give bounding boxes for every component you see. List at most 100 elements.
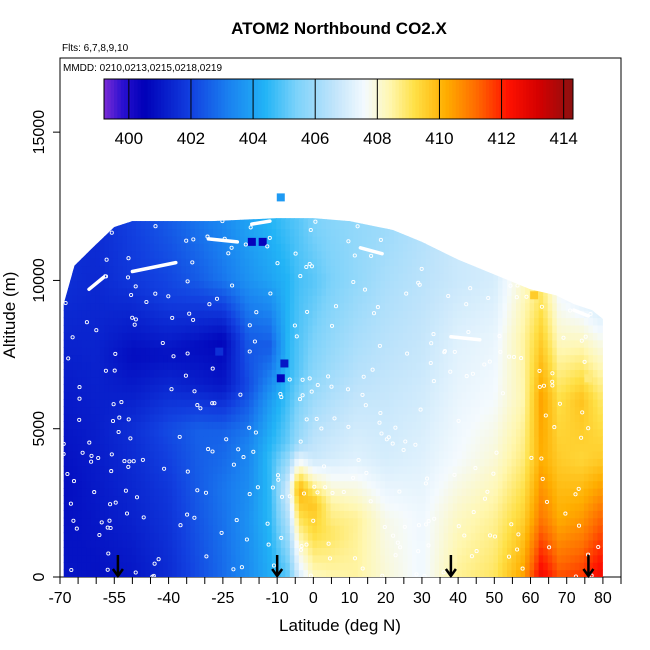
curtain-cell [240, 218, 246, 222]
curtain-cell [158, 287, 164, 296]
curtain-cell [253, 569, 259, 578]
curtain-cell [267, 310, 273, 319]
curtain-cell [362, 569, 368, 578]
curtain-cell [289, 243, 295, 252]
curtain-cell [149, 406, 155, 415]
curtain-cell [452, 310, 458, 319]
curtain-cell [326, 465, 332, 474]
curtain-cell [411, 317, 418, 326]
curtain-cell [534, 450, 540, 459]
curtain-cell [321, 228, 327, 237]
curtain-cell [439, 399, 445, 408]
curtain-cell [525, 554, 531, 563]
curtain-cell [126, 510, 133, 519]
curtain-cell [416, 332, 422, 341]
curtain-cell [285, 458, 291, 467]
curtain-cell [461, 495, 467, 504]
curtain-cell [534, 443, 540, 452]
curtain-cell [461, 258, 467, 267]
curtain-cell [167, 569, 173, 578]
curtain-cell [330, 295, 336, 304]
curtain-cell [126, 495, 133, 504]
curtain-cell [321, 517, 327, 526]
curtain-cell [95, 273, 101, 282]
curtain-cell [203, 517, 209, 526]
curtain-cell [434, 310, 440, 319]
curtain-cell [312, 347, 318, 356]
curtain-cell [502, 354, 508, 363]
curtain-cell [321, 287, 327, 296]
curtain-cell [520, 391, 526, 400]
curtain-cell [411, 310, 418, 319]
curtain-cell [176, 265, 182, 274]
curtain-cell [203, 347, 209, 356]
curtain-cell [163, 250, 169, 259]
curtain-cell [122, 480, 128, 489]
curtain-cell [221, 302, 228, 311]
curtain-cell [240, 465, 246, 474]
curtain-cell [488, 369, 495, 378]
curtain-cell [244, 465, 250, 474]
curtain-cell [362, 443, 368, 452]
curtain-cell [231, 517, 237, 526]
curtain-cell [208, 369, 214, 378]
curtain-cell [488, 384, 495, 393]
curtain-cell [226, 324, 232, 333]
curtain-cell [479, 421, 485, 430]
curtain-cell [258, 406, 264, 415]
curtain-cell [443, 317, 449, 326]
curtain-cell [235, 273, 241, 282]
curtain-cell [529, 495, 535, 504]
curtain-cell [307, 384, 314, 393]
curtain-cell [212, 324, 219, 333]
curtain-cell [136, 369, 142, 378]
curtain-cell [104, 250, 110, 259]
curtain-cell [271, 443, 277, 452]
curtain-cell [366, 347, 372, 356]
curtain-cell [411, 295, 418, 304]
curtain-cell [226, 517, 232, 526]
curtain-cell [262, 458, 268, 467]
curtain-cell [181, 413, 187, 422]
curtain-cell [86, 295, 92, 304]
curtain-cell [253, 273, 259, 282]
curtain-cell [421, 510, 427, 519]
curtain-cell [357, 228, 363, 237]
curtain-cell [479, 376, 485, 385]
curtain-cell [307, 221, 314, 230]
curtain-cell [145, 488, 151, 497]
curtain-cell [68, 473, 74, 482]
curtain-cell [430, 258, 436, 267]
curtain-cell [221, 273, 228, 282]
curtain-cell [493, 391, 499, 400]
curtain-cell [276, 488, 282, 497]
curtain-cell [497, 324, 504, 333]
curtain-cell [208, 517, 214, 526]
curtain-cell [72, 287, 78, 296]
curtain-cell [172, 265, 178, 274]
curtain-cell [235, 399, 241, 408]
curtain-cell [330, 384, 336, 393]
curtain-cell [461, 376, 467, 385]
curtain-cell [181, 280, 187, 289]
curtain-cell [303, 354, 309, 363]
curtain-cell [240, 361, 246, 370]
curtain-cell [430, 413, 436, 422]
curtain-cell [470, 287, 476, 296]
curtain-cell [149, 339, 155, 348]
curtain-cell [344, 569, 350, 578]
curtain-cell [421, 569, 427, 578]
curtain-cell [371, 339, 377, 348]
curtain-cell [457, 413, 463, 422]
curtain-cell [497, 265, 504, 274]
curtain-cell [366, 480, 372, 489]
curtain-cell [479, 324, 485, 333]
curtain-cell [280, 554, 286, 563]
curtain-cell [506, 347, 513, 356]
curtain-cell [126, 302, 133, 311]
curtain-cell [72, 436, 78, 445]
curtain-cell [493, 302, 499, 311]
curtain-cell [140, 413, 146, 422]
curtain-cell [276, 510, 282, 519]
curtain-cell [335, 450, 341, 459]
